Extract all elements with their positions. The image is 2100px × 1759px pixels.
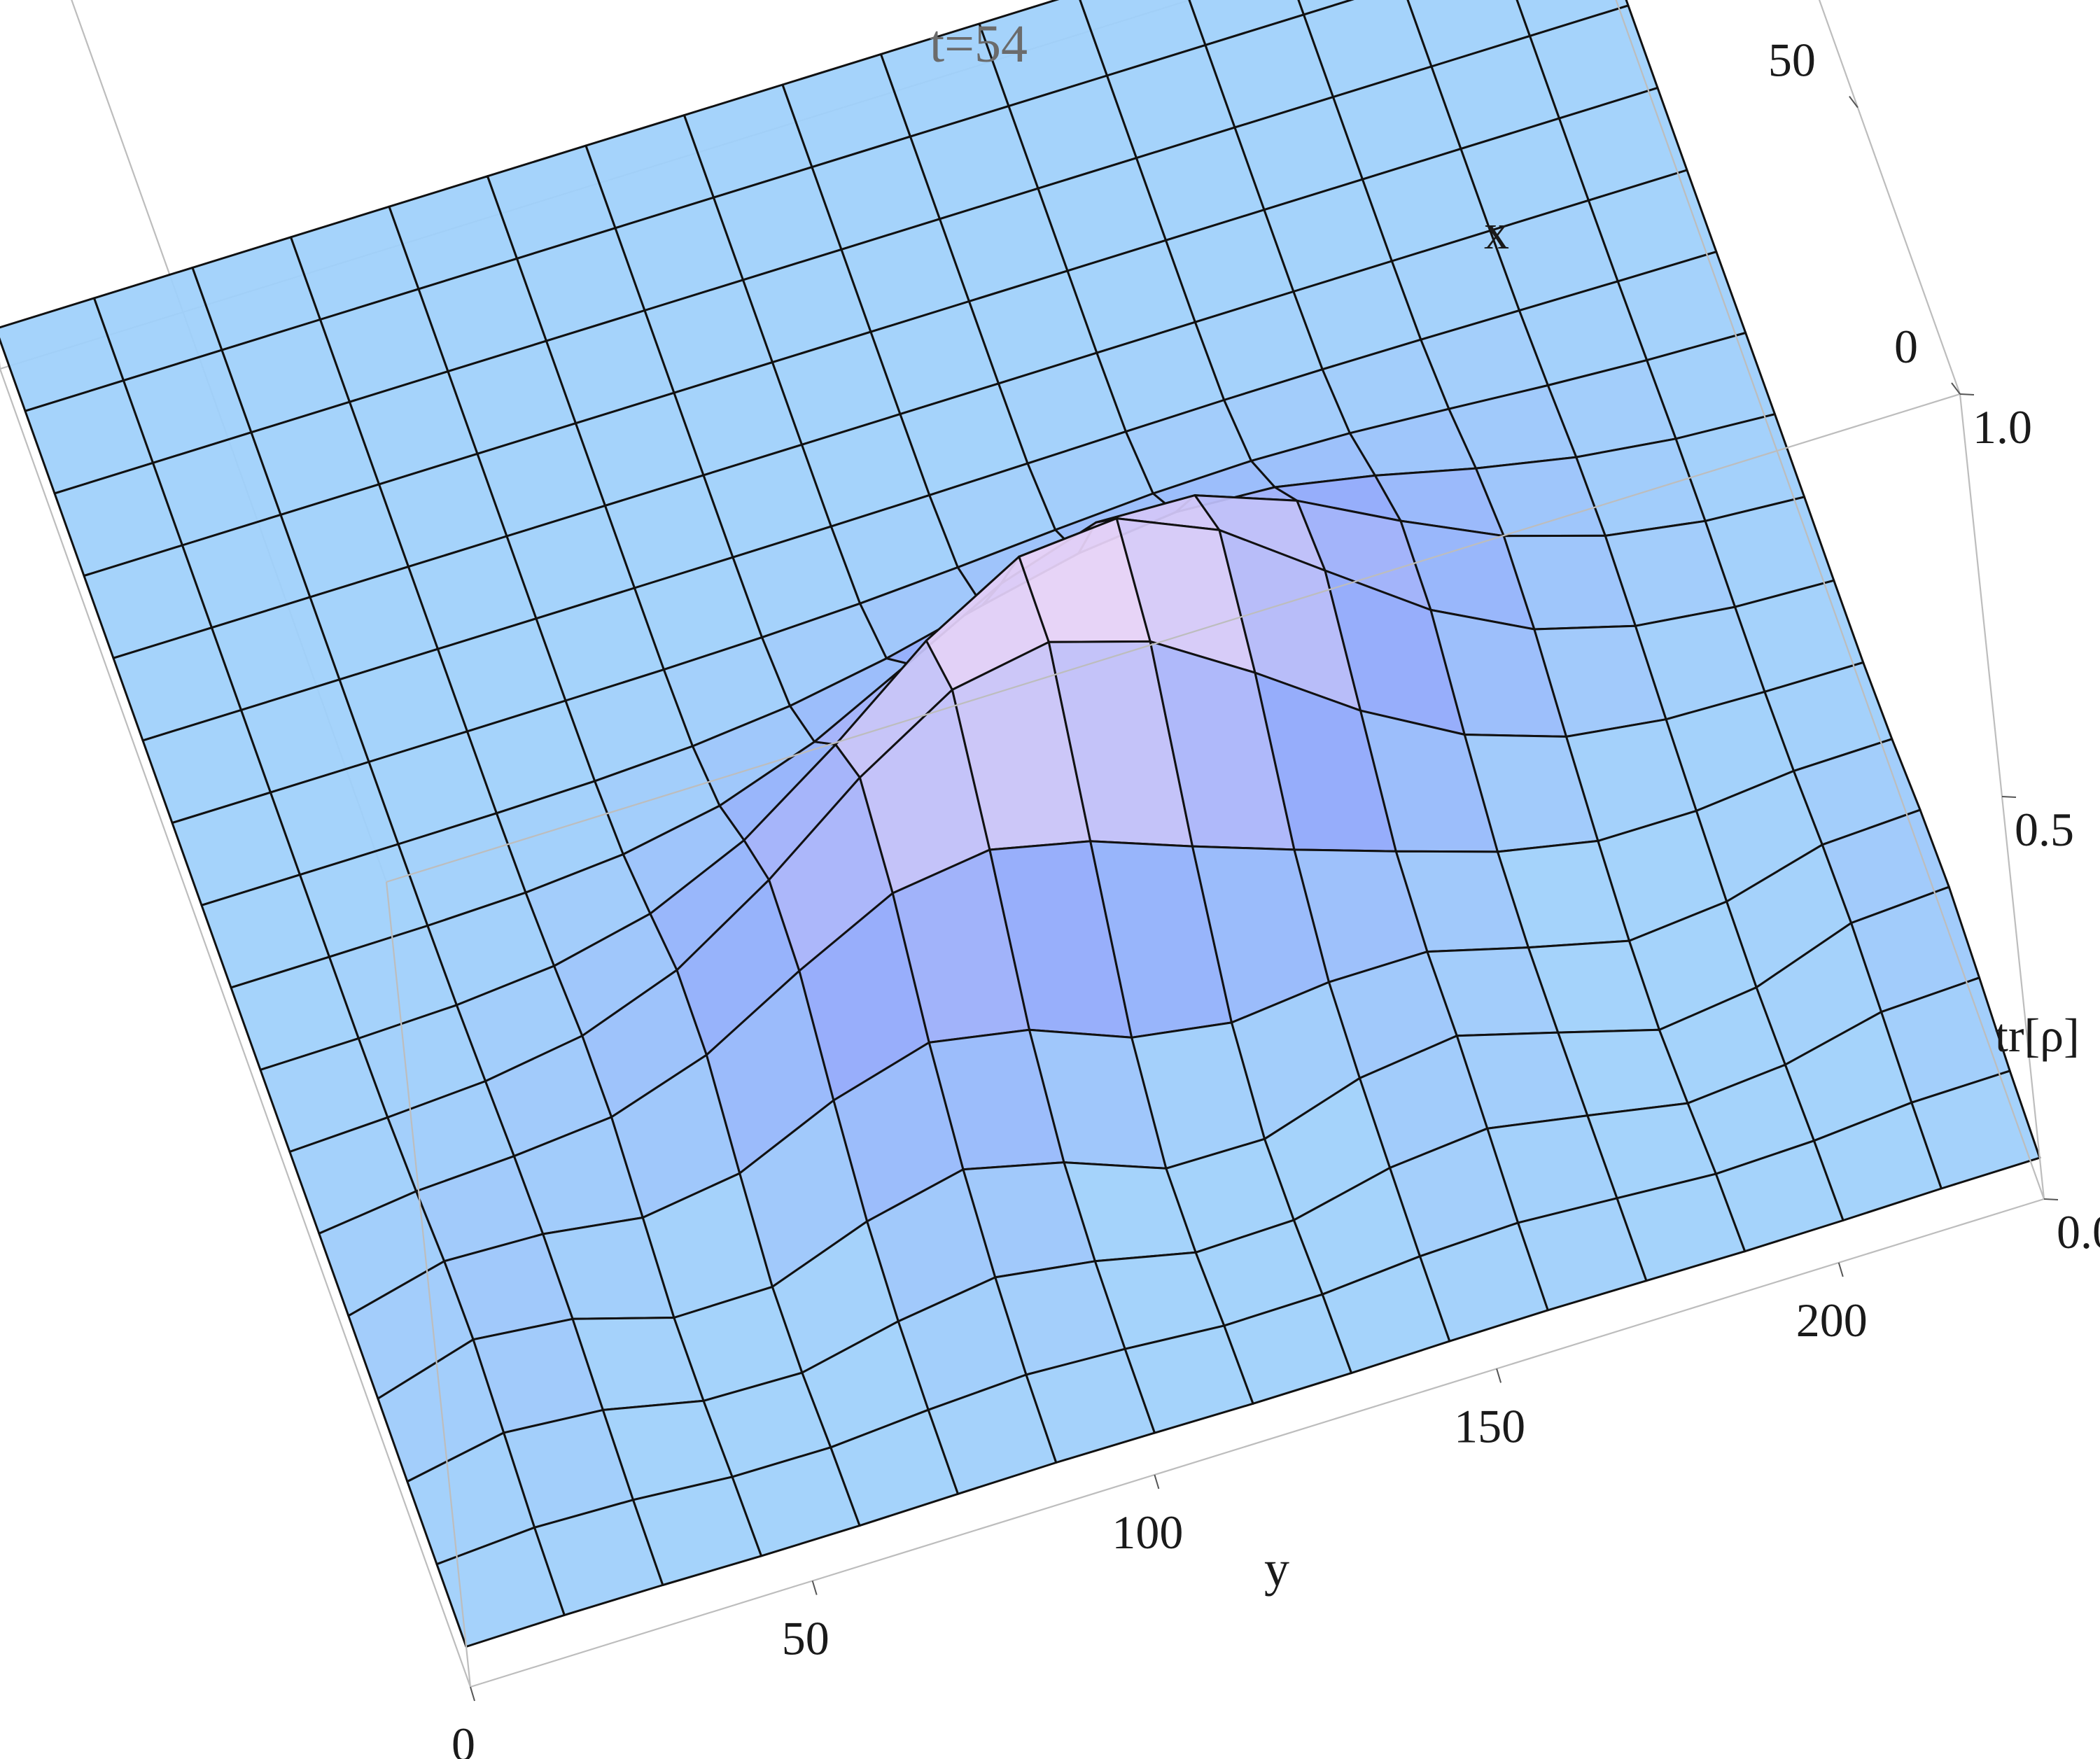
x-axis-label: x [1484,204,1509,260]
y-axis-tick-label: 150 [1454,1399,1525,1452]
x-axis-tick-label: 0 [1894,320,1918,373]
z-axis-tick [1959,393,1975,395]
y-axis-tick [811,1581,818,1595]
y-axis-tick-label: 100 [1112,1506,1183,1559]
box-edge-right-bottom [1615,0,2045,1200]
y-axis-label: y [1264,1541,1289,1597]
z-axis-tick-label: 1.0 [1973,400,2032,454]
bounding-box-front [385,0,2045,1688]
z-axis-label: tr[ρ] [1995,1009,2080,1062]
z-axis-tick-label: 0.0 [2057,1205,2100,1259]
z-axis-tick [2043,1198,2059,1200]
y-axis-tick-label: 200 [1796,1294,1868,1347]
chart-title: t=54 [930,15,1028,73]
surface-cell [1910,1070,2041,1190]
box-edge-right-top [1818,0,1961,395]
box-edge-front-left-vertical [385,881,472,1688]
surface [0,0,2041,1648]
y-axis-tick [1496,1368,1502,1383]
z-axis-tick-label: 0.5 [2015,803,2074,856]
y-axis-tick [470,1686,475,1702]
y-axis-tick [1837,1262,1844,1277]
x-axis-tick [1849,96,1858,108]
x-axis-tick-label: 50 [1768,34,1816,87]
y-axis-tick-label: 0 [451,1718,475,1759]
x-axis-tick [1951,382,1961,395]
y-axis-tick-label: 50 [782,1612,830,1665]
axis-ticks: 0501001502000501001502000.00.51.0 [451,34,2100,1759]
y-axis-tick [1154,1474,1160,1490]
box-edge-front-bottom [470,1198,2045,1688]
box-edge-front-top [386,393,1961,883]
box-edge-back-bottom-x [0,368,472,1688]
